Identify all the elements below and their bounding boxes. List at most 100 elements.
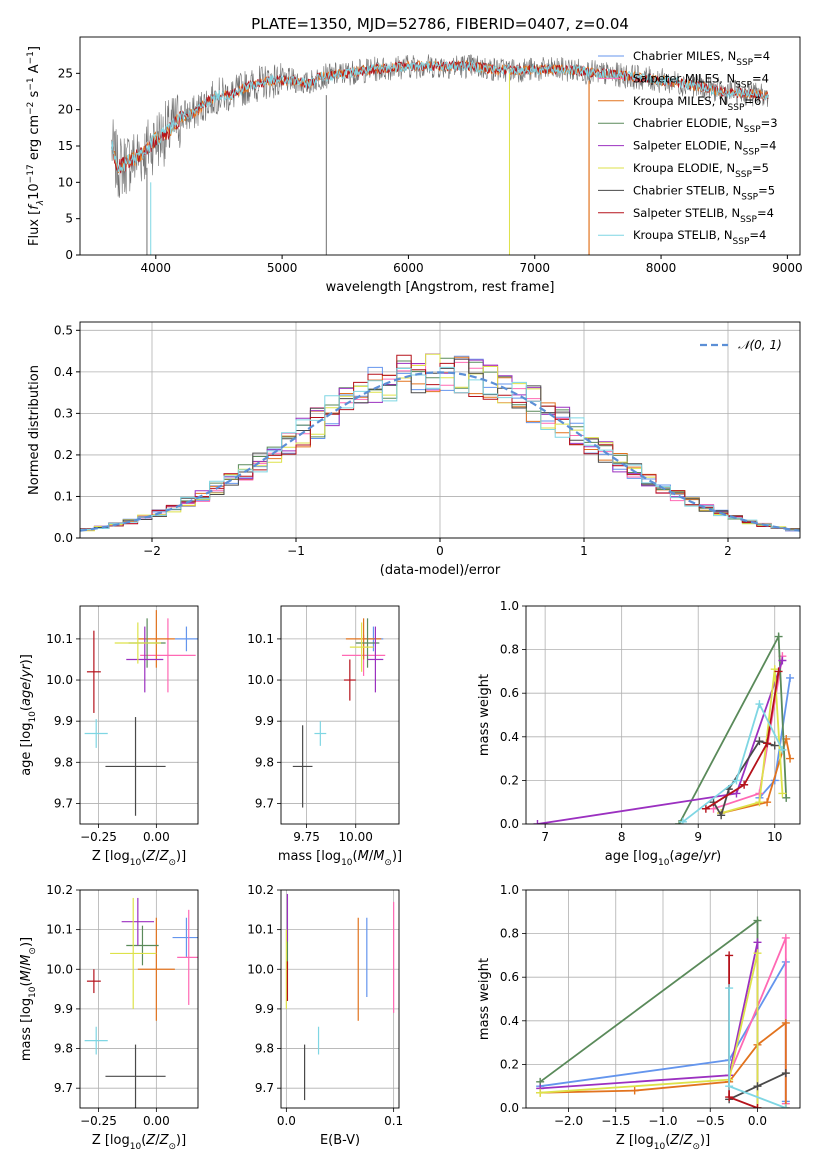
axis-label-part: 10: [341, 858, 353, 868]
weight-marker-salpeter_stelib: [763, 739, 772, 748]
weight-marker-kroupa_stelib: [732, 776, 741, 785]
weight-marker-kroupa_elodie: [778, 789, 787, 798]
legend-sub: SSP: [735, 80, 752, 90]
model-spectrum-kroupa_stelib: [111, 60, 769, 172]
y-tick-label: 10.0: [247, 673, 274, 687]
axis-label-part: ⊙: [692, 1142, 700, 1152]
y-tick-label: 25: [58, 66, 73, 80]
x-tick-label: −1: [287, 544, 305, 558]
axis-label-part: age [log: [19, 723, 34, 776]
axis-label-part: yr: [702, 849, 718, 864]
y-tick-label: 0.4: [500, 730, 519, 744]
weight-line-kroupa_elodie: [720, 669, 784, 814]
x-axis-label: Z [log10(Z/Z⊙)]: [616, 1133, 710, 1152]
axis-label-part: −1: [26, 51, 36, 64]
x-tick-label: 1: [580, 544, 588, 558]
axis-label-part: Z: [669, 1133, 680, 1148]
x-axis-label: Z [log10(Z/Z⊙)]: [92, 849, 186, 868]
weight-line-kroupa_miles: [720, 738, 791, 814]
x-tick-label: 9: [694, 830, 702, 844]
weight-marker-salpeter_elodie: [533, 820, 542, 824]
axis-label-part: /: [19, 677, 34, 682]
axis-label-part: /: [155, 849, 160, 864]
y-tick-label: 0.6: [500, 686, 519, 700]
x-tick-label: −2.0: [554, 1114, 583, 1128]
x-tick-label: −0.25: [80, 830, 117, 844]
axis-label-part: ⊙: [28, 947, 38, 955]
y-tick-label: 0.4: [500, 1014, 519, 1028]
weight-marker-salpeter_elodie: [753, 938, 762, 947]
axis-label-part: age [log: [605, 849, 658, 864]
y-axis-label: Normed distribution: [27, 365, 42, 495]
y-tick-label: 9.7: [255, 796, 274, 810]
axis-label-part: 10: [658, 858, 670, 868]
y-tick-label: 0.6: [500, 970, 519, 984]
legend-lib: Salpeter MILES, N: [633, 71, 735, 85]
y-tick-label: 9.8: [255, 755, 274, 769]
weight-marker-kroupa_stelib: [725, 984, 734, 993]
legend-label-salpeter_stelib: Salpeter STELIB, NSSP=4: [633, 206, 774, 225]
y-tick-label: 0.1: [54, 489, 73, 503]
axes-frame: [79, 36, 801, 256]
errorbars: [292, 618, 386, 808]
weight-marker-kroupa_elodie: [755, 798, 764, 807]
axis-label-part: E(B-V): [320, 1133, 360, 1148]
axis-label-part: M: [19, 955, 34, 966]
x-axis-label: age [log10(age/yr): [605, 849, 722, 868]
x-tick-label: 4000: [141, 261, 172, 275]
y-axis-label: mass [log10(M/M⊙)]: [19, 937, 38, 1061]
y-tick-label: 0.2: [54, 448, 73, 462]
axis-label-part: mass weight: [477, 958, 492, 1040]
axis-label-part: wavelength [Angstrom, rest frame]: [326, 280, 555, 295]
axis-label-part: age: [19, 682, 34, 706]
axis-label-part: ⊙: [168, 858, 176, 868]
y-axis-label: age [log10(age/yr)]: [19, 654, 38, 776]
x-tick-label: 2: [724, 544, 732, 558]
axis-label-part: (: [141, 849, 146, 864]
y-tick-label: 9.8: [54, 755, 73, 769]
weight-marker-kroupa_miles: [786, 754, 795, 763]
legend-sub: SSP: [740, 215, 757, 225]
axis-label-part: Z: [683, 1133, 694, 1148]
y-tick-label: 10.0: [247, 962, 274, 976]
axis-label-part: M: [358, 849, 369, 864]
weight-marker-kroupa_stelib: [725, 1082, 734, 1091]
weight-marker-chabrier_miles: [786, 673, 795, 682]
x-tick-label: 7000: [519, 261, 550, 275]
y-axis-label: mass weight: [477, 674, 492, 756]
axis-label-part: )]: [176, 849, 186, 864]
axis-label-part: −17: [26, 164, 36, 183]
x-tick-label: 5000: [267, 261, 298, 275]
weight-marker-salpeter_elodie: [732, 789, 741, 798]
weight-marker-kroupa_miles: [630, 1086, 639, 1095]
weight-marker-salpeter_stelib: [725, 951, 734, 960]
y-tick-label: 9.9: [54, 714, 73, 728]
weight-marker-chabrier_stelib: [753, 1082, 762, 1091]
weight-marker-kroupa_stelib: [678, 817, 687, 824]
y-tick-label: 9.9: [255, 714, 274, 728]
y-tick-label: 0.3: [54, 406, 73, 420]
x-tick-label: −1.5: [601, 1114, 630, 1128]
weight-line-kroupa_miles: [540, 1021, 787, 1108]
axis-label-part: f: [27, 203, 42, 210]
axis-label-part: Normed distribution: [27, 365, 42, 495]
axis-label-part: /: [699, 849, 704, 864]
mass-vs-metallicity-plot: −0.25 0.009.79.89.910.010.110.2Z [log10(Z…: [19, 883, 199, 1152]
axis-label-part: ⊙: [384, 858, 392, 868]
legend-label-kroupa_miles: Kroupa MILES, NSSP=6: [633, 94, 761, 113]
y-tick-label: 9.7: [54, 1081, 73, 1095]
y-tick-label: 10.1: [46, 923, 73, 937]
axis-label-part: mass weight: [477, 674, 492, 756]
legend-label-chabrier_stelib: Chabrier STELIB, NSSP=5: [633, 183, 775, 202]
weight-marker-kroupa_stelib: [755, 700, 764, 709]
x-tick-label: 0.1: [384, 1114, 403, 1128]
weight-marker-chabrier_stelib: [770, 741, 779, 750]
weight-marker-kroupa_stelib: [781, 1104, 790, 1108]
weight-line-salpeter_stelib: [728, 955, 758, 1108]
axis-label-part: (: [353, 849, 358, 864]
y-tick-label: 15: [58, 139, 73, 153]
observed-spectrum: [111, 54, 769, 198]
legend-label-gaussian: 𝒩(0, 1): [738, 338, 782, 352]
axis-label-part: ): [716, 849, 721, 864]
